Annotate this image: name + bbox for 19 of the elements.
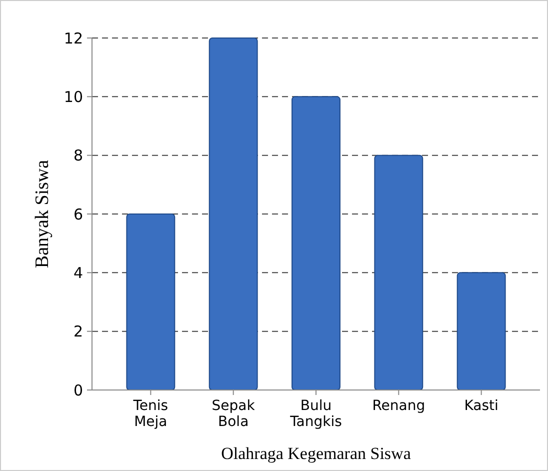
y-tick-label: 10 [64,88,83,106]
x-tick-label: Bulu Tangkis [289,398,342,430]
bar [126,214,176,390]
bar [292,96,340,390]
y-tick-label: 0 [73,381,83,400]
y-axis-title: Banyak Siswa [32,159,53,268]
bar [208,38,258,390]
y-tick-label: 6 [73,205,83,224]
y-tick-label: 2 [73,322,83,341]
x-tick-label: Sepak Bola [212,398,256,430]
bar [374,154,424,390]
x-tick-label: Renang [372,398,426,414]
x-tick-label: Kasti [464,398,498,414]
y-tick-label: 12 [64,29,83,48]
x-tick-label: Tenis Meja [132,398,168,430]
y-tick-label: 4 [73,264,83,282]
bar [456,272,506,390]
x-axis-title: Olahraga Kegemaran Siswa [221,444,412,463]
y-tick-label: 8 [73,146,83,165]
